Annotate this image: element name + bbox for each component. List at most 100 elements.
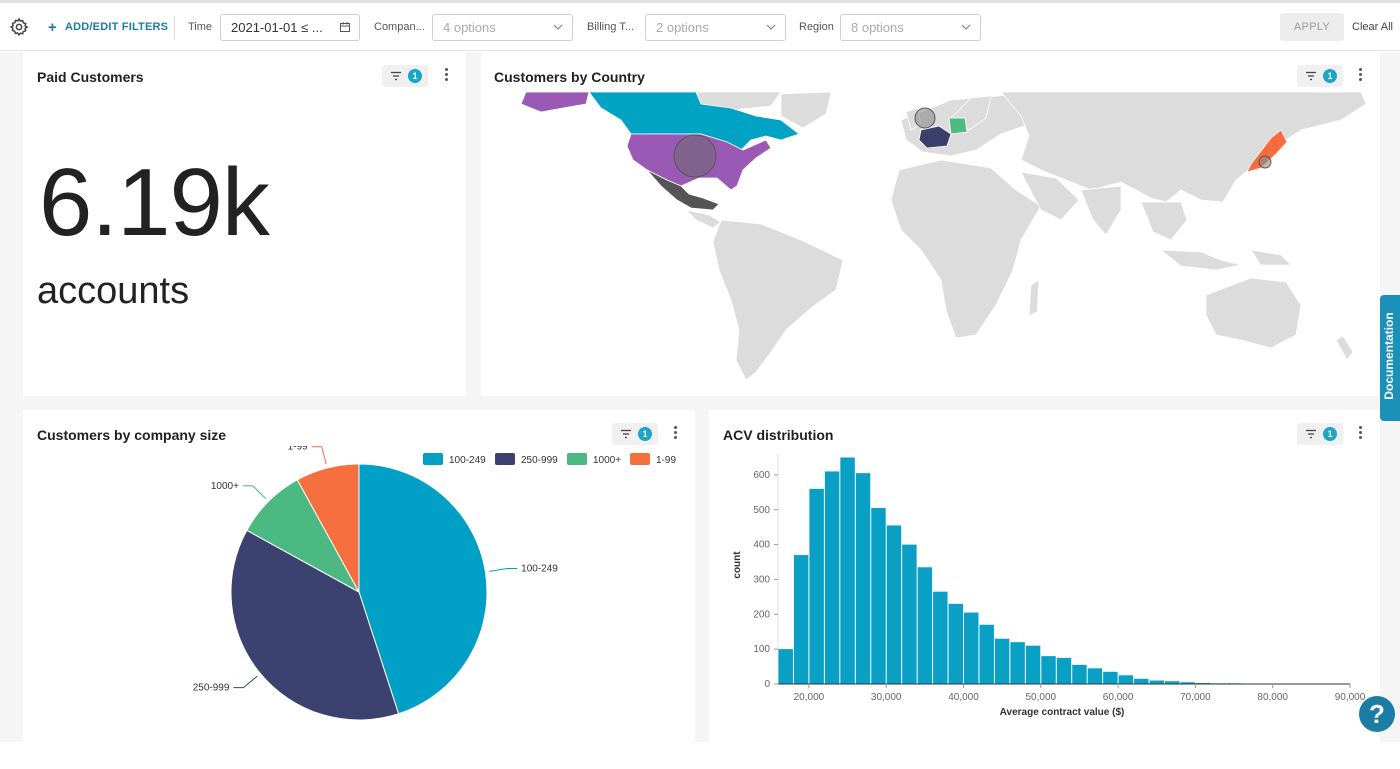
histogram-bar[interactable] [793,555,809,684]
region-select-placeholder: 8 options [851,20,904,35]
chevron-down-icon [766,24,776,30]
histogram-bar[interactable] [1087,668,1103,684]
pie-label-leader [489,568,518,572]
map-bubble-usa [673,134,717,178]
legend-swatch [495,453,515,465]
pie-slice-250-999[interactable] [230,529,400,721]
company-select[interactable]: 4 options [432,14,573,41]
pie-label-leader [242,485,267,500]
x-tick-label: 70,000 [1180,692,1211,703]
filter-icon [391,71,401,81]
card-title: Customers by Country [494,69,645,85]
time-filter-label: Time [188,21,213,33]
histogram-bar[interactable] [1010,642,1025,684]
histogram-bar[interactable] [948,603,964,684]
filter-indicator[interactable]: 1 [612,423,658,445]
histogram-bar[interactable] [1056,657,1072,684]
more-options-icon[interactable] [1356,424,1364,442]
histogram-bar[interactable] [1103,671,1118,684]
pie-slice-100-249[interactable] [358,463,488,715]
histogram-bar[interactable] [1149,680,1164,684]
add-edit-filters-button[interactable]: + ADD/EDIT FILTERS [48,3,168,51]
world-map [520,91,1367,381]
pie-slice-label: 250-999 [193,683,230,694]
histogram-bar[interactable] [778,649,793,684]
region-select[interactable]: 8 options [840,14,981,41]
filter-indicator[interactable]: 1 [1297,423,1343,445]
histogram-bar[interactable] [1164,681,1180,684]
legend-label: 1-99 [656,455,676,466]
histogram-bar[interactable] [855,473,871,684]
legend-label: 1000+ [593,455,621,466]
legend-item-1000+[interactable]: 1000+ [567,453,621,466]
clear-all-link[interactable]: Clear All [1352,21,1393,33]
histogram-bar[interactable] [840,457,855,684]
top-divider [0,0,1400,3]
histogram-bar[interactable] [1195,682,1211,684]
histogram-bar[interactable] [886,525,902,684]
more-options-icon[interactable] [1356,66,1364,84]
histogram-bar[interactable] [979,624,994,684]
histogram-bar[interactable] [871,508,886,684]
legend-label: 100-249 [449,455,486,466]
map-region-alaska [520,91,590,113]
histogram-bar[interactable] [1072,664,1087,684]
histogram-bar[interactable] [917,567,933,684]
map-region-germany [948,117,968,135]
add-filters-label: ADD/EDIT FILTERS [64,21,169,33]
plus-icon: + [48,18,57,36]
filter-icon [1306,71,1316,81]
documentation-tab[interactable]: Documentation [1380,295,1400,421]
filter-indicator[interactable]: 1 [382,65,428,87]
documentation-label: Documentation [1382,312,1396,400]
more-options-icon[interactable] [671,424,679,442]
pie-label-leader [233,675,258,689]
pie-slice-1-99[interactable] [296,463,360,593]
histogram-bar[interactable] [1041,656,1056,684]
filter-indicator[interactable]: 1 [1297,65,1343,87]
billing-select[interactable]: 2 options [645,14,786,41]
histogram-bar[interactable] [1118,675,1134,684]
help-button[interactable]: ? [1359,696,1395,732]
gear-icon[interactable] [9,17,29,37]
pie-chart: 100-249 250-999 1000+ 1-99 100-249 250-999 100… [193,446,676,721]
legend-item-250-999[interactable]: 250-999 [495,453,558,466]
billing-filter-label: Billing T... [587,21,634,33]
filter-icon [1306,429,1316,439]
card-title: Paid Customers [37,69,144,85]
apply-button[interactable]: APPLY [1280,13,1344,41]
histogram-bar[interactable] [964,612,979,684]
x-tick-label: 40,000 [948,692,979,703]
y-tick-label: 300 [753,574,770,585]
map-region-canada [588,91,800,151]
x-tick-label: 60,000 [1103,692,1134,703]
pie-label-leader [311,446,327,465]
histogram-bar[interactable] [824,471,840,684]
histogram-bar[interactable] [809,488,824,684]
filter-count-badge: 1 [1323,427,1337,441]
time-range-field[interactable]: 2021-01-01 ≤ ... [220,14,360,41]
histogram-bar[interactable] [1180,682,1195,684]
histogram-bar[interactable] [1134,678,1149,684]
paid-customers-card: Paid Customers 1 6.19k accounts [23,52,466,396]
map-bubble-japan [1258,155,1272,169]
legend-swatch [567,453,587,465]
card-title: ACV distribution [723,427,834,443]
legend-item-100-249[interactable]: 100-249 [423,453,486,466]
filter-icon [621,429,631,439]
histogram-bar[interactable] [1025,645,1041,684]
pie-slice-label: 1-99 [288,446,308,453]
histogram-bar[interactable] [994,638,1010,684]
histogram-bar[interactable] [933,591,948,684]
customers-by-country-card: Customers by Country 1 [481,52,1380,396]
map-region-mexico [646,169,720,211]
x-tick-label: 50,000 [1026,692,1057,703]
filter-count-badge: 1 [638,427,652,441]
histogram-bar[interactable] [902,544,917,684]
legend-item-1-99[interactable]: 1-99 [630,453,676,466]
billing-select-placeholder: 2 options [656,20,709,35]
y-tick-label: 200 [753,609,770,620]
more-options-icon[interactable] [442,66,450,84]
filter-bar: + ADD/EDIT FILTERS Time 2021-01-01 ≤ ...… [0,3,1400,51]
big-number-unit: accounts [37,270,190,312]
